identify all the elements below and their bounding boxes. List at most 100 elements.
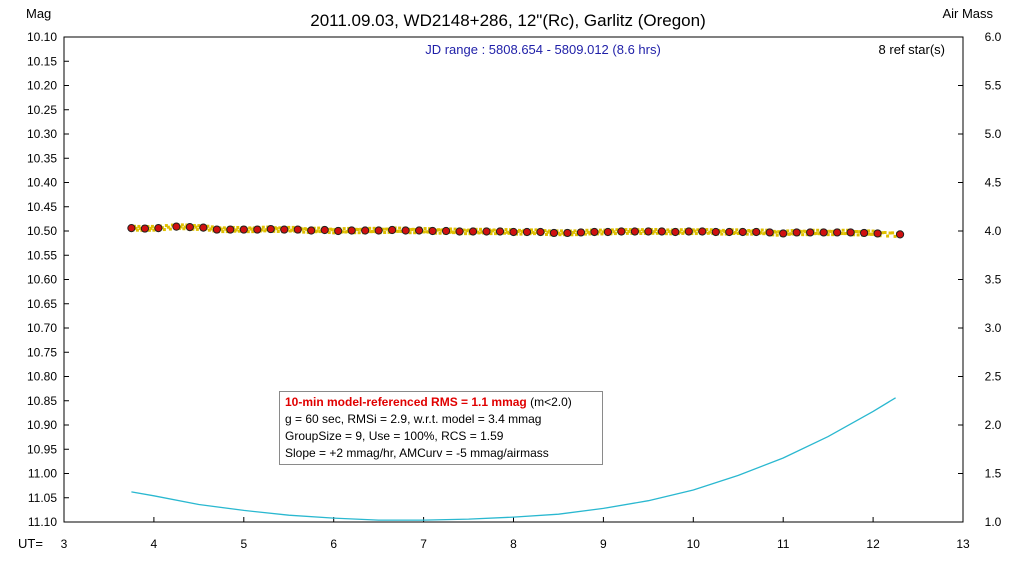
group-mean-point bbox=[347, 226, 356, 235]
mag-tick-label: 10.45 bbox=[27, 200, 57, 214]
airmass-tick-label: 1.0 bbox=[985, 515, 1002, 529]
raw-point bbox=[276, 229, 280, 233]
raw-point bbox=[759, 231, 763, 235]
group-mean-point bbox=[212, 225, 221, 234]
raw-point bbox=[529, 228, 533, 232]
raw-point bbox=[383, 230, 387, 234]
raw-point bbox=[844, 232, 848, 236]
raw-point bbox=[408, 231, 412, 235]
raw-point bbox=[183, 225, 187, 229]
raw-point bbox=[760, 228, 764, 232]
raw-point bbox=[534, 228, 538, 232]
group-mean-point bbox=[140, 224, 150, 233]
mag-tick-label: 10.15 bbox=[27, 54, 57, 68]
chart-title: 2011.09.03, WD2148+286, 12"(Rc), Garlitz… bbox=[310, 11, 706, 30]
airmass-tick-label: 5.0 bbox=[985, 127, 1002, 141]
raw-point bbox=[170, 223, 174, 227]
raw-point bbox=[558, 233, 562, 237]
raw-point bbox=[583, 232, 587, 236]
raw-point bbox=[588, 232, 592, 236]
mag-tick-label: 11.05 bbox=[28, 491, 57, 505]
slope-line: Slope = +2 mmag/hr, AMCurv = -5 mmag/air… bbox=[285, 446, 549, 460]
raw-point bbox=[197, 224, 201, 228]
mag-tick-label: 10.75 bbox=[27, 345, 57, 359]
group-mean-point bbox=[833, 228, 842, 237]
x-tick-label: 12 bbox=[866, 537, 880, 551]
group-mean-point bbox=[860, 228, 869, 238]
raw-point bbox=[504, 228, 508, 232]
group-mean-point bbox=[401, 226, 410, 235]
x-tick-label: 5 bbox=[240, 537, 247, 551]
group-mean-point bbox=[334, 226, 343, 236]
airmass-tick-label: 6.0 bbox=[985, 30, 1002, 44]
raw-point bbox=[639, 231, 643, 235]
raw-point bbox=[615, 228, 619, 232]
raw-point bbox=[600, 232, 604, 236]
raw-point bbox=[467, 228, 471, 232]
group-mean-point bbox=[738, 227, 747, 237]
mag-tick-label: 10.50 bbox=[27, 224, 57, 238]
raw-point bbox=[682, 230, 686, 234]
group-mean-point bbox=[226, 225, 235, 234]
raw-point bbox=[251, 230, 255, 234]
mag-tick-label: 10.20 bbox=[27, 79, 57, 93]
raw-point bbox=[371, 230, 375, 234]
raw-point bbox=[840, 232, 844, 236]
group-mean-point bbox=[657, 227, 666, 236]
raw-point bbox=[532, 232, 536, 236]
raw-point bbox=[426, 230, 430, 234]
raw-point bbox=[332, 231, 336, 235]
raw-point bbox=[870, 232, 874, 236]
group-mean-point bbox=[536, 227, 545, 237]
raw-point bbox=[624, 228, 628, 232]
raw-point bbox=[386, 227, 390, 231]
raw-point bbox=[637, 229, 641, 233]
raw-point bbox=[735, 228, 739, 232]
raw-point bbox=[799, 230, 803, 234]
raw-point bbox=[519, 232, 523, 236]
group-mean-point bbox=[199, 223, 208, 232]
group-mean-point bbox=[563, 228, 572, 238]
group-mean-point bbox=[684, 227, 693, 236]
raw-point bbox=[411, 227, 415, 231]
x-tick-label: 3 bbox=[61, 537, 68, 551]
mag-tick-label: 10.70 bbox=[27, 321, 57, 335]
group-mean-point bbox=[792, 228, 801, 237]
raw-point bbox=[627, 230, 631, 234]
x-axis-name: UT= bbox=[18, 536, 43, 551]
group-mean-point bbox=[266, 224, 275, 234]
raw-point bbox=[750, 232, 754, 236]
raw-point bbox=[162, 228, 166, 232]
raw-point bbox=[372, 226, 376, 230]
raw-point bbox=[829, 229, 833, 233]
raw-point bbox=[152, 228, 156, 232]
raw-point bbox=[571, 231, 575, 235]
mag-tick-label: 10.55 bbox=[27, 248, 57, 262]
raw-point bbox=[180, 223, 184, 227]
mag-tick-label: 10.35 bbox=[27, 151, 57, 165]
raw-point bbox=[628, 228, 632, 232]
airmass-tick-label: 5.5 bbox=[985, 79, 1002, 93]
mag-tick-label: 10.80 bbox=[27, 370, 57, 384]
group-means-layer bbox=[127, 222, 905, 239]
groupsize-line: GroupSize = 9, Use = 100%, RCS = 1.59 bbox=[285, 429, 504, 443]
statistics-box: 10-min model-referenced RMS = 1.1 mmag (… bbox=[279, 391, 603, 465]
raw-point bbox=[748, 229, 752, 233]
x-tick-label: 8 bbox=[510, 537, 517, 551]
exposure-line: g = 60 sec, RMSi = 2.9, w.r.t. model = 3… bbox=[285, 412, 542, 426]
raw-point bbox=[705, 228, 709, 232]
raw-point bbox=[449, 227, 453, 231]
raw-point bbox=[733, 231, 737, 235]
raw-point bbox=[221, 230, 225, 234]
raw-point bbox=[138, 226, 142, 230]
group-mean-point bbox=[752, 227, 761, 237]
raw-point bbox=[194, 225, 198, 229]
raw-point bbox=[831, 233, 835, 237]
raw-point bbox=[651, 231, 655, 235]
raw-point bbox=[586, 230, 590, 234]
raw-point bbox=[598, 228, 602, 232]
rms-suffix: (m<2.0) bbox=[526, 395, 572, 409]
raw-point bbox=[585, 228, 589, 232]
raw-point bbox=[652, 230, 656, 234]
